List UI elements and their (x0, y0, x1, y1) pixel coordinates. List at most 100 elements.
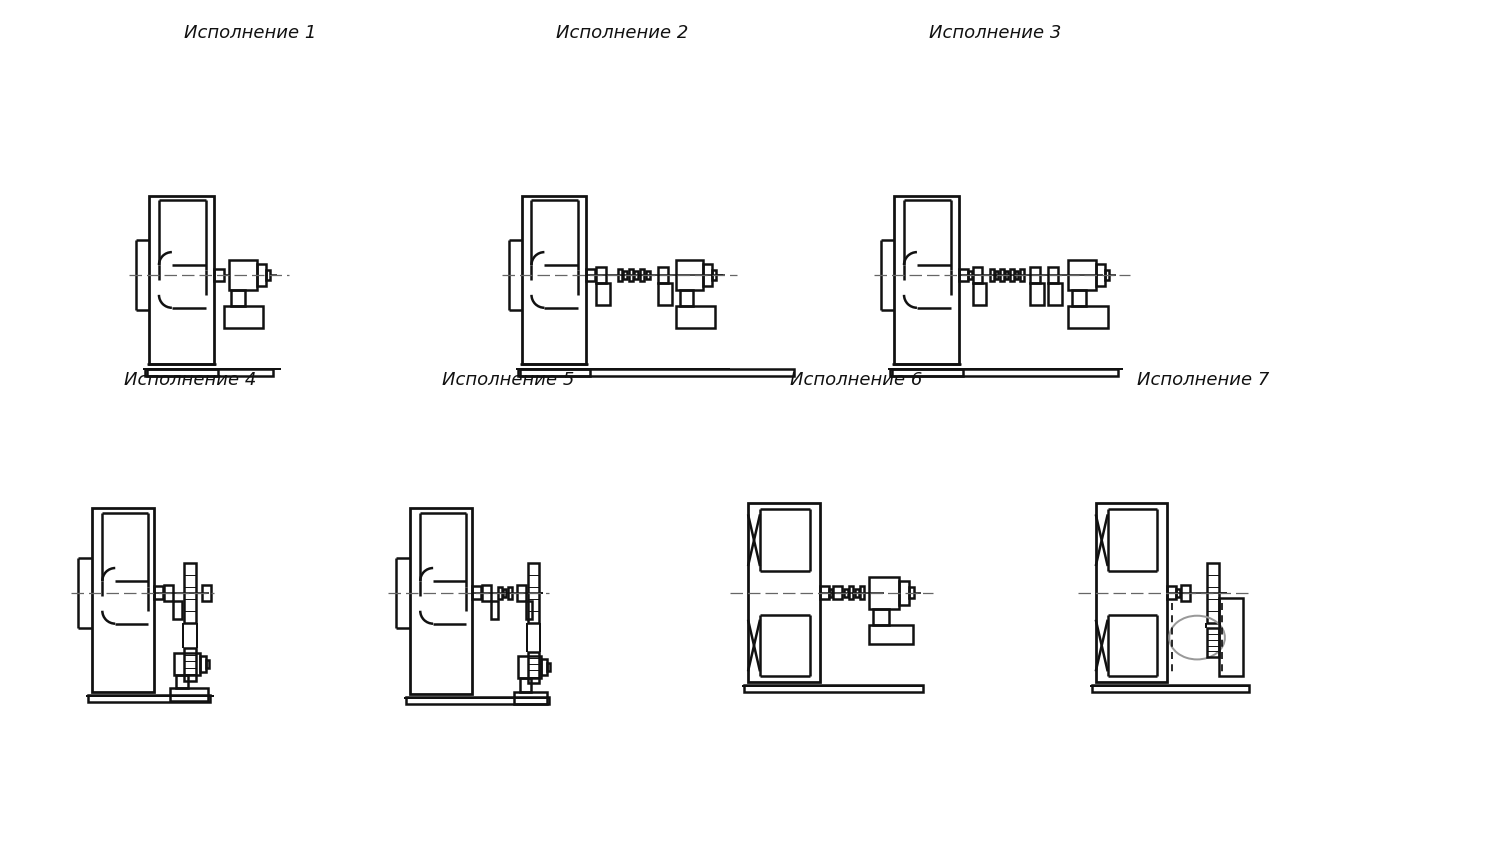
Bar (184, 648, 196, 681)
Bar (547, 663, 550, 671)
Bar (231, 289, 245, 306)
Bar (205, 660, 209, 668)
Bar (92, 508, 154, 692)
Bar (514, 692, 547, 704)
Bar (1068, 260, 1095, 289)
Bar (1095, 504, 1168, 682)
Bar (406, 697, 550, 704)
Bar (518, 657, 541, 679)
Bar (491, 601, 497, 619)
Bar (520, 679, 532, 692)
Bar (1206, 628, 1219, 657)
Bar (958, 268, 967, 281)
Text: Исполнение 1: Исполнение 1 (184, 24, 316, 41)
Bar (973, 283, 987, 305)
Bar (869, 577, 899, 609)
Bar (230, 260, 257, 289)
Bar (201, 585, 210, 601)
Text: Исполнение 5: Исполнение 5 (443, 371, 574, 389)
Bar (967, 271, 972, 279)
Bar (899, 581, 910, 605)
Bar (680, 289, 694, 306)
Bar (147, 370, 218, 376)
Bar (586, 268, 595, 281)
Bar (172, 601, 181, 619)
Bar (1095, 264, 1105, 286)
Bar (819, 587, 828, 599)
Bar (517, 585, 526, 601)
Text: Исполнение 2: Исполнение 2 (556, 24, 689, 41)
Bar (526, 601, 532, 619)
Bar (527, 652, 539, 683)
Bar (657, 283, 671, 305)
Bar (595, 283, 610, 305)
Bar (527, 563, 539, 623)
Bar (845, 589, 848, 597)
Bar (849, 587, 854, 599)
Bar (1182, 585, 1191, 601)
Bar (1071, 289, 1086, 306)
Bar (895, 196, 958, 365)
Bar (199, 657, 205, 673)
Bar (910, 587, 914, 598)
Bar (675, 260, 703, 289)
Text: Исполнение 3: Исполнение 3 (929, 24, 1061, 41)
Bar (618, 269, 623, 281)
Bar (990, 269, 994, 281)
Bar (508, 587, 512, 599)
Bar (633, 271, 638, 279)
Bar (675, 306, 715, 327)
Bar (411, 508, 471, 695)
Bar (1015, 271, 1018, 279)
Bar (1031, 283, 1044, 305)
Bar (145, 370, 273, 376)
Bar (541, 659, 547, 675)
Bar (1000, 269, 1005, 281)
Bar (1020, 269, 1024, 281)
Bar (503, 589, 506, 597)
Bar (169, 688, 207, 701)
Bar (657, 267, 668, 283)
Bar (213, 268, 224, 281)
Bar (834, 587, 843, 599)
Bar (890, 370, 1118, 376)
Bar (623, 271, 627, 279)
Bar (1092, 685, 1248, 692)
Bar (855, 589, 860, 597)
Text: Исполнение 6: Исполнение 6 (790, 371, 922, 389)
Bar (175, 675, 187, 688)
Bar (639, 269, 644, 281)
Bar (257, 264, 266, 286)
Bar (996, 271, 999, 279)
Bar (1206, 563, 1219, 623)
Bar (89, 695, 210, 702)
Bar (873, 609, 888, 625)
Bar (743, 685, 923, 692)
Bar (860, 587, 864, 599)
Bar (482, 585, 491, 601)
Text: Исполнение 7: Исполнение 7 (1138, 371, 1269, 389)
Bar (629, 269, 633, 281)
Bar (1176, 589, 1180, 597)
Bar (497, 587, 502, 599)
Bar (224, 306, 263, 327)
Bar (1068, 306, 1108, 327)
Bar (828, 589, 833, 597)
Bar (174, 653, 199, 675)
Bar (891, 370, 963, 376)
Bar (1219, 598, 1242, 676)
Bar (150, 196, 213, 365)
Bar (266, 270, 270, 280)
Bar (1105, 270, 1109, 280)
Bar (1049, 267, 1058, 283)
Bar (154, 587, 163, 599)
Bar (1049, 283, 1062, 305)
Bar (1011, 269, 1014, 281)
Bar (1005, 271, 1008, 279)
Bar (184, 563, 196, 623)
Bar (518, 370, 793, 376)
Bar (645, 271, 650, 279)
Bar (521, 196, 586, 365)
Bar (869, 625, 913, 643)
Bar (1168, 587, 1176, 599)
